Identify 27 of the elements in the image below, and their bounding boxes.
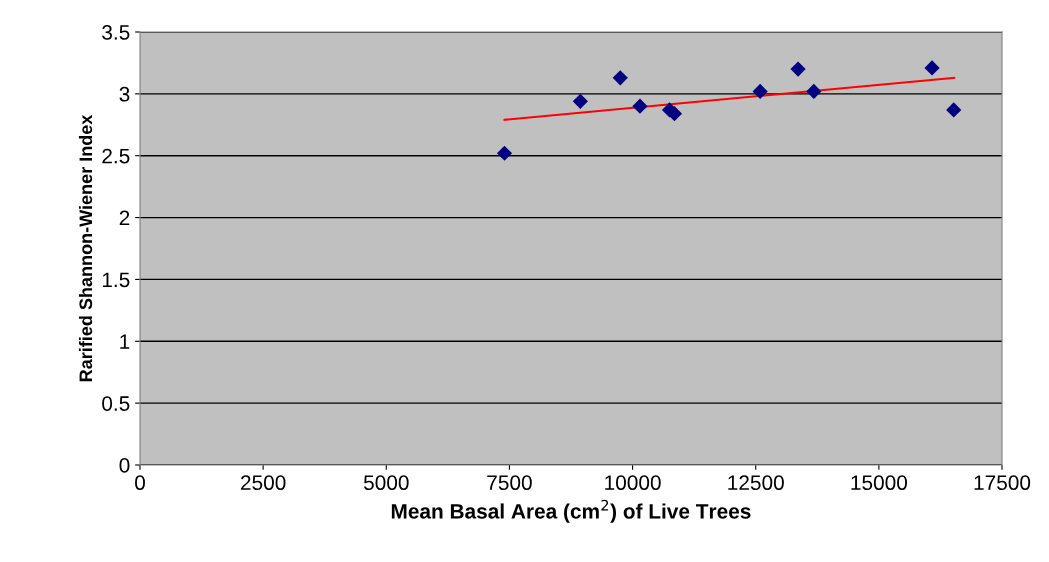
x-tick-label: 15000 xyxy=(851,475,908,491)
point xyxy=(752,83,768,99)
x-tick-label: 12500 xyxy=(728,475,784,491)
y-tick-label: 0.5 xyxy=(102,396,130,411)
point xyxy=(790,61,806,77)
x-tick-label: 17500 xyxy=(974,475,1031,491)
y-tick-label: 1.5 xyxy=(102,272,130,288)
y-tick-label: 1 xyxy=(120,334,130,349)
point xyxy=(924,60,940,76)
y-tick-label: 2 xyxy=(119,210,130,226)
x-axis-title: Mean Basal Area (cm$^{2}$) of Live Trees xyxy=(391,499,751,523)
x-tick-label: 7500 xyxy=(487,475,532,491)
y-tick-label: 3 xyxy=(119,86,130,102)
point xyxy=(632,98,648,114)
x-tick-label: 0 xyxy=(135,475,145,491)
y-tick-label: 2.5 xyxy=(102,148,130,164)
point xyxy=(806,83,822,99)
y-tick-label: 0 xyxy=(119,458,130,473)
point xyxy=(946,102,962,118)
y-axis-title: Rarified Shannon-Wiener Index xyxy=(78,114,93,382)
x-tick-label: 2500 xyxy=(241,475,286,491)
point xyxy=(496,145,513,161)
point xyxy=(612,70,628,86)
y-tick-label: 3.5 xyxy=(102,25,130,40)
x-tick-label: 5000 xyxy=(363,475,409,491)
point xyxy=(572,93,588,109)
x-tick-label: 10000 xyxy=(605,475,661,491)
